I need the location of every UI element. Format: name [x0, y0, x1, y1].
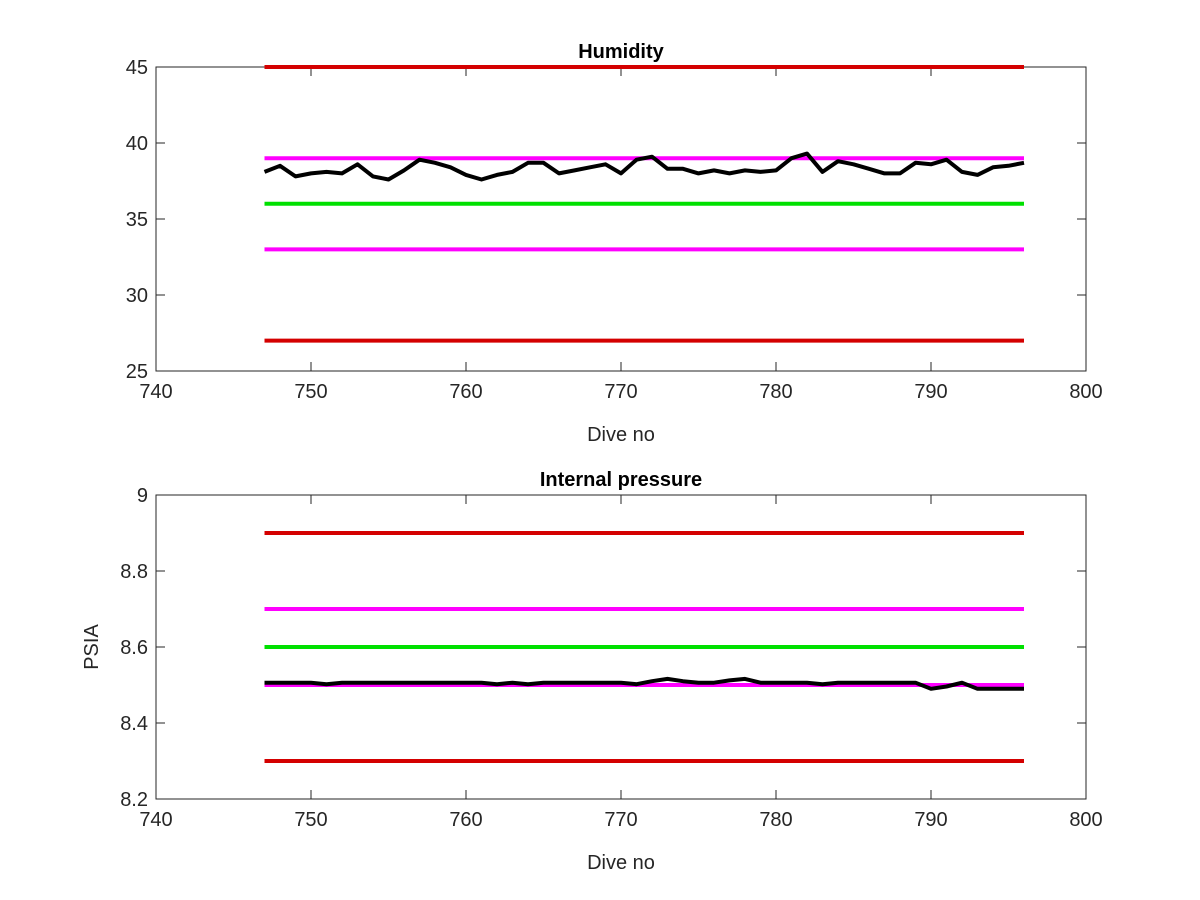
chart-panel-1: 740 750 760 770 780 790 800 25 30 35 40 45 Humidity D… [126, 41, 1103, 446]
y-tick-label: 35 [126, 209, 148, 231]
series-line [264, 676, 1024, 691]
x-tick-label: 790 [914, 381, 947, 403]
y-tick-label: 8.8 [120, 561, 148, 583]
y-tick-label: 8.4 [120, 713, 148, 735]
x-axis-label: Dive no [587, 424, 655, 446]
chart-title: Internal pressure [540, 469, 702, 491]
y-tick-label: 45 [126, 57, 148, 79]
y-tick-label: 8.6 [120, 637, 148, 659]
y-tick-label: 25 [126, 361, 148, 383]
x-tick-label: 740 [139, 809, 172, 831]
x-tick-label: 750 [294, 809, 327, 831]
x-axis-label: Dive no [587, 852, 655, 874]
y-axis-label: PSIA [81, 624, 103, 670]
x-tick-label: 770 [604, 809, 637, 831]
chart-title: Humidity [578, 41, 664, 63]
x-tick-label: 800 [1069, 381, 1102, 403]
chart-panel-2: 740 750 760 770 780 790 800 8.2 8.4 8.6 8.8 9 Intern… [81, 469, 1103, 874]
x-tick-label: 780 [759, 809, 792, 831]
x-tick-label: 760 [449, 381, 482, 403]
x-tick-label: 750 [294, 381, 327, 403]
series-line [263, 151, 1025, 182]
x-tick-label: 790 [914, 809, 947, 831]
x-tick-label: 780 [759, 381, 792, 403]
plot-area [155, 66, 1087, 372]
x-tick-label: 740 [139, 381, 172, 403]
x-tick-label: 760 [449, 809, 482, 831]
x-tick-label: 770 [604, 381, 637, 403]
y-tick-label: 40 [126, 133, 148, 155]
y-tick-label: 30 [126, 285, 148, 307]
x-tick-label: 800 [1069, 809, 1102, 831]
y-tick-label: 8.2 [120, 789, 148, 811]
y-tick-label: 9 [137, 485, 148, 507]
